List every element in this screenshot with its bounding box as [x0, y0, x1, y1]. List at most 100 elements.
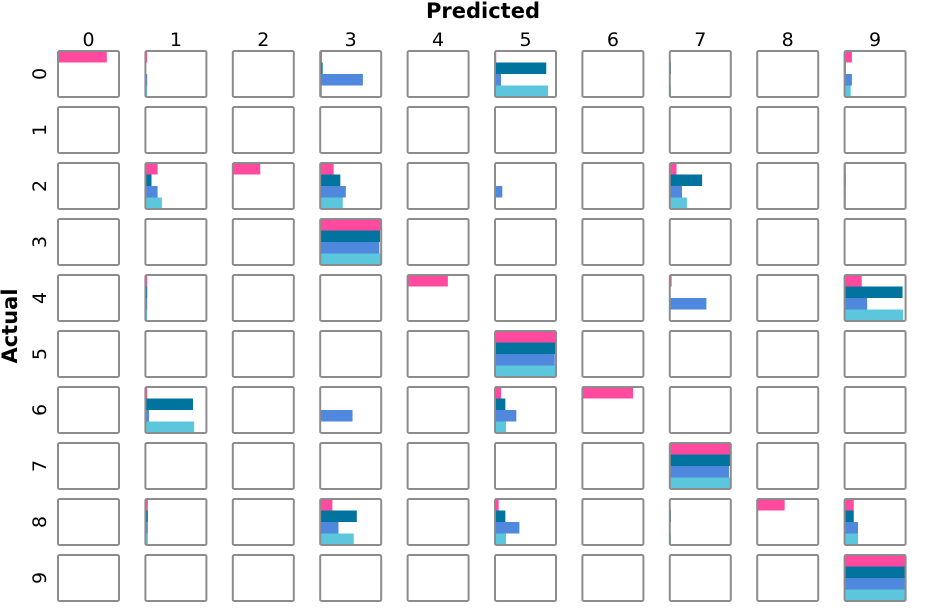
matrix-cell [231, 498, 295, 546]
matrix-cell [494, 498, 557, 546]
bar [495, 342, 556, 354]
x-tick-label: 6 [607, 29, 619, 51]
matrix-cell [668, 330, 732, 378]
matrix-cell [843, 218, 907, 266]
y-tick-label: 4 [29, 292, 51, 304]
cell-frame [406, 498, 470, 546]
cell-frame [406, 218, 470, 266]
matrix-cell [57, 106, 120, 154]
bar [669, 174, 703, 186]
matrix-cell [494, 50, 557, 98]
bar [320, 533, 354, 545]
matrix-cell [668, 50, 732, 98]
matrix-cell [756, 330, 820, 378]
cell-frame [406, 386, 470, 434]
matrix-cell [406, 386, 470, 434]
bar [145, 421, 195, 433]
bar [495, 398, 506, 410]
cell-frame [494, 50, 557, 98]
bar [669, 443, 731, 455]
cell-frame [319, 330, 383, 378]
cell-frame [668, 50, 732, 98]
bar [320, 253, 381, 265]
matrix-cell [494, 106, 557, 154]
cell-frame [231, 274, 295, 322]
matrix-cell [756, 442, 820, 490]
bar [495, 387, 502, 399]
matrix-cell [319, 330, 383, 378]
cells-layer [57, 50, 907, 602]
cell-frame [668, 218, 732, 266]
cell-frame [144, 554, 208, 602]
cell-frame [406, 106, 470, 154]
matrix-cell [494, 162, 557, 210]
matrix-cell [668, 218, 732, 266]
matrix-cell [843, 106, 907, 154]
bar [844, 85, 851, 97]
matrix-cell [57, 498, 120, 546]
matrix-cell [668, 442, 732, 490]
cell-frame [144, 218, 208, 266]
bar [669, 197, 687, 209]
matrix-cell [57, 554, 120, 602]
cell-frame [756, 274, 820, 322]
bar [495, 186, 503, 198]
cell-frame [57, 498, 120, 546]
cell-frame [319, 218, 383, 266]
bar [145, 186, 158, 198]
matrix-cell [319, 162, 383, 210]
cell-frame [668, 274, 732, 322]
matrix-cell [144, 386, 208, 434]
cell-frame [494, 554, 557, 602]
cell-frame [406, 330, 470, 378]
cell-frame [581, 554, 645, 602]
matrix-cell [231, 554, 295, 602]
cell-frame [57, 386, 120, 434]
cell-frame [144, 106, 208, 154]
matrix-cell [406, 442, 470, 490]
bar [320, 62, 323, 74]
bar [320, 499, 333, 511]
bar [844, 566, 905, 578]
x-tick-label: 1 [170, 29, 182, 51]
matrix-cell [756, 274, 820, 322]
y-tick-label: 8 [29, 516, 51, 528]
bar [669, 477, 731, 489]
cell-frame [494, 274, 557, 322]
bar [495, 510, 506, 522]
cell-frame [843, 330, 907, 378]
cell-frame [144, 498, 208, 546]
cell-frame [319, 50, 383, 98]
y-tick-label: 0 [29, 68, 51, 80]
matrix-cell [756, 106, 820, 154]
cell-frame [494, 442, 557, 490]
cell-frame [406, 442, 470, 490]
matrix-cell [406, 50, 470, 98]
cell-frame [144, 386, 208, 434]
y-tick-label: 3 [29, 236, 51, 248]
matrix-cell [668, 274, 732, 322]
matrix-cell [57, 50, 120, 98]
matrix-cell [144, 442, 208, 490]
y-tick-label: 7 [29, 460, 51, 472]
bar [495, 533, 506, 545]
matrix-cell [57, 442, 120, 490]
cell-frame [756, 554, 820, 602]
x-tick-label: 7 [694, 29, 706, 51]
bar [495, 421, 506, 433]
matrix-cell [581, 274, 645, 322]
bar [145, 163, 158, 175]
matrix-cell [843, 50, 907, 98]
cell-frame [843, 442, 907, 490]
matrix-cell [144, 106, 208, 154]
cell-frame [319, 162, 383, 210]
bar [495, 354, 555, 366]
matrix-cell [406, 554, 470, 602]
bar [669, 186, 682, 198]
matrix-cell [406, 218, 470, 266]
cell-frame [144, 50, 208, 98]
cell-frame [57, 50, 120, 98]
bar [232, 163, 261, 175]
bar [320, 242, 380, 254]
y-tick-label: 1 [29, 124, 51, 136]
